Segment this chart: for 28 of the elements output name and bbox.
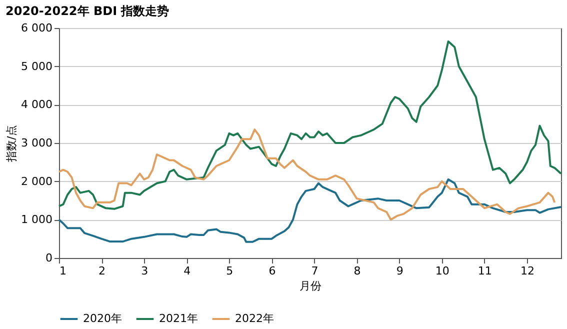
line-series (58, 128, 556, 221)
line-series (58, 40, 562, 210)
x-tick-label: 3 (141, 264, 148, 278)
x-tick-label: 10 (435, 264, 450, 278)
x-tick-label: 11 (478, 264, 492, 278)
y-tick-label: 1 000 (21, 213, 52, 226)
y-tick-label: 5 000 (21, 60, 52, 73)
x-tick-label: 5 (226, 264, 234, 278)
y-tick-label: 3 000 (21, 136, 52, 150)
x-tick-label: 8 (354, 264, 361, 278)
y-tick-label: 6 000 (21, 22, 52, 34)
x-tick-label: 7 (311, 264, 318, 278)
y-axis-title: 指数/点 (5, 125, 18, 163)
line-series (58, 178, 562, 243)
x-tick-label: 2 (98, 264, 106, 278)
x-tick-label: 12 (520, 264, 534, 278)
x-tick-label: 4 (184, 264, 191, 278)
y-tick-label: 2 000 (21, 174, 52, 188)
x-tick-label: 9 (396, 264, 404, 278)
y-tick-label: 0 (46, 252, 52, 264)
chart-title: 2020-2022年 BDI 指数走势 (6, 4, 170, 18)
legend-label: 2021年 (159, 312, 198, 325)
legend-label: 2020年 (83, 312, 122, 325)
legend-label: 2022年 (235, 312, 274, 325)
x-axis-title: 月份 (300, 280, 322, 292)
y-tick-label: 4 000 (21, 98, 52, 112)
x-tick-label: 6 (268, 264, 276, 278)
x-tick-label: 1 (60, 264, 66, 278)
